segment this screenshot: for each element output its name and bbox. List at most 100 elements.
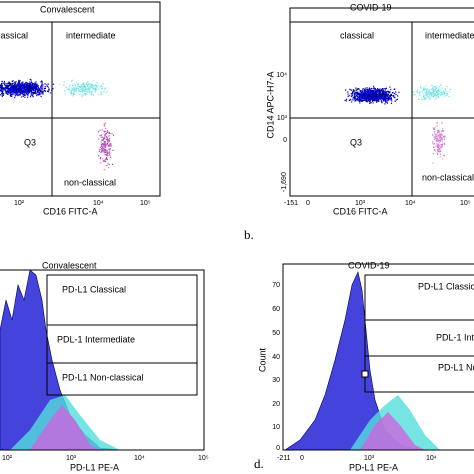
dot	[361, 93, 363, 95]
dot	[21, 90, 23, 92]
dot	[92, 88, 94, 90]
dot	[103, 169, 105, 171]
dot	[350, 95, 352, 97]
dot	[11, 84, 13, 86]
dot	[84, 86, 87, 88]
dot	[377, 93, 379, 95]
dot	[364, 94, 366, 97]
panel-letter: d.	[254, 456, 264, 471]
dot	[440, 133, 442, 135]
dot	[392, 92, 394, 94]
dot	[380, 88, 383, 90]
dot	[441, 146, 443, 148]
dot	[372, 87, 375, 89]
x-axis-label: CD16 FITC-A	[43, 206, 98, 216]
dot	[423, 89, 426, 91]
dot	[437, 89, 439, 91]
panel-title: COVID-19	[348, 260, 390, 270]
dot	[35, 85, 37, 87]
dot	[108, 138, 110, 140]
dot	[362, 95, 364, 97]
dot	[393, 96, 395, 98]
dot	[432, 87, 434, 89]
dot	[32, 96, 34, 98]
dot	[77, 84, 79, 86]
dot	[99, 85, 102, 88]
dot	[438, 85, 441, 87]
dot	[11, 88, 13, 90]
dot	[429, 94, 431, 96]
dot	[29, 96, 32, 98]
dot	[425, 98, 427, 100]
dot	[429, 90, 431, 92]
dot	[432, 127, 434, 129]
dot	[387, 98, 389, 100]
dot	[436, 138, 438, 140]
dot	[371, 98, 373, 100]
dot	[12, 80, 14, 82]
dot	[443, 155, 445, 157]
dot	[429, 89, 431, 91]
gate-handle	[361, 370, 369, 378]
dot	[26, 84, 28, 86]
dot	[100, 92, 102, 94]
dot	[370, 90, 372, 92]
dot	[95, 85, 97, 87]
dot	[33, 90, 35, 92]
dot	[31, 92, 33, 94]
dot	[89, 88, 91, 90]
dot	[109, 151, 111, 153]
dot	[103, 148, 105, 150]
dot	[16, 88, 19, 90]
dot	[32, 89, 35, 91]
dot	[438, 148, 440, 150]
dot	[390, 97, 392, 99]
dot	[43, 89, 45, 91]
dot	[379, 88, 381, 90]
dot	[33, 86, 35, 88]
dot	[366, 96, 368, 98]
dot	[27, 91, 29, 93]
dot	[436, 152, 438, 154]
dot	[446, 94, 448, 96]
dot	[363, 99, 365, 101]
dot	[12, 85, 14, 87]
dot	[105, 146, 107, 148]
dot	[440, 139, 442, 141]
dot	[9, 83, 11, 85]
x-tick-label: 10⁴	[134, 455, 145, 462]
dot	[386, 102, 388, 104]
dot	[373, 88, 375, 90]
dot	[441, 92, 443, 94]
dot	[442, 96, 444, 98]
dot	[382, 100, 385, 102]
dot	[16, 89, 18, 91]
dot	[30, 85, 32, 87]
dot	[23, 91, 25, 93]
dot	[366, 101, 368, 103]
dot	[369, 94, 371, 96]
dot	[36, 85, 38, 87]
dot	[363, 98, 365, 100]
dot	[381, 94, 383, 96]
dot	[105, 151, 107, 153]
dot	[434, 133, 436, 135]
dot	[27, 94, 29, 96]
dot	[106, 158, 108, 160]
dot	[434, 150, 436, 152]
dot	[104, 136, 106, 138]
dot	[1, 84, 3, 87]
dot	[74, 85, 76, 87]
dot	[48, 89, 50, 91]
dot	[369, 96, 371, 98]
dot	[15, 83, 17, 85]
dot	[376, 101, 378, 103]
dot	[371, 100, 374, 102]
dot	[389, 86, 391, 88]
dot	[22, 85, 24, 87]
dot	[80, 84, 83, 86]
dot	[101, 147, 103, 149]
dot	[373, 98, 375, 100]
dot	[40, 86, 42, 88]
dot	[434, 149, 436, 151]
